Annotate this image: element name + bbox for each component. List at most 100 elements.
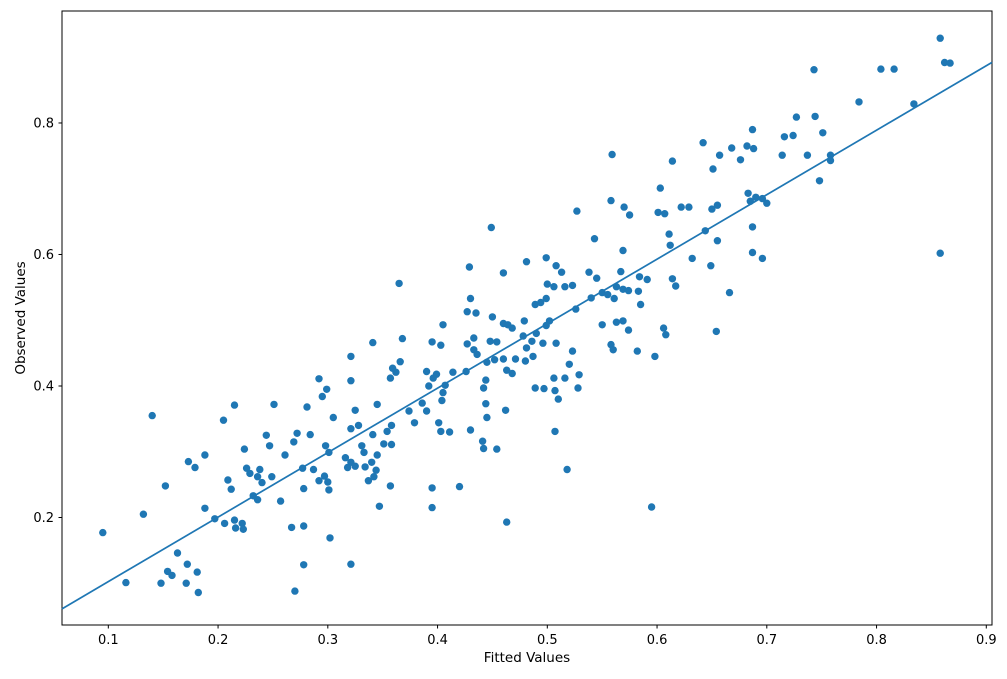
data-point <box>373 451 381 459</box>
data-point <box>323 385 331 393</box>
data-point <box>819 129 827 137</box>
data-point <box>619 317 627 325</box>
data-point <box>329 413 337 422</box>
y-tick-label: 0.8 <box>33 116 54 131</box>
data-point <box>321 442 330 450</box>
data-point <box>557 268 566 276</box>
data-point <box>437 427 445 436</box>
data-point <box>325 448 333 457</box>
data-point <box>749 144 758 153</box>
data-point <box>685 203 693 211</box>
data-point <box>122 578 130 587</box>
data-point <box>211 515 219 523</box>
data-point <box>343 463 352 472</box>
data-point <box>542 321 550 330</box>
data-point <box>610 294 618 303</box>
data-point <box>306 430 314 439</box>
data-point <box>699 139 707 147</box>
data-point <box>654 208 662 217</box>
data-point <box>568 347 577 355</box>
data-point <box>369 430 377 439</box>
data-point <box>300 484 308 493</box>
data-point <box>647 503 656 511</box>
data-point <box>268 473 276 481</box>
data-point <box>521 357 530 365</box>
y-tick-label: 0.6 <box>33 248 54 263</box>
data-point <box>666 241 674 249</box>
axes-spines <box>61 10 993 626</box>
data-point <box>193 568 201 576</box>
data-point <box>625 211 634 219</box>
data-point <box>220 519 229 528</box>
data-point <box>659 324 668 332</box>
data-point <box>351 462 359 470</box>
data-point <box>326 534 334 542</box>
data-point <box>540 384 548 393</box>
data-point <box>347 352 355 361</box>
data-point <box>511 355 520 363</box>
data-point <box>364 477 373 485</box>
data-point <box>651 352 659 361</box>
data-point <box>347 560 355 568</box>
data-point <box>466 294 475 303</box>
data-point <box>246 469 254 478</box>
data-point <box>501 406 510 414</box>
data-point <box>550 283 558 291</box>
data-point <box>231 524 240 532</box>
data-point <box>341 454 350 462</box>
data-point <box>168 571 176 580</box>
data-point <box>662 331 670 339</box>
data-point <box>201 451 209 459</box>
data-point <box>744 189 752 197</box>
data-point <box>748 125 757 134</box>
data-point <box>503 366 511 374</box>
data-point <box>537 298 545 307</box>
data-point <box>890 65 898 73</box>
data-point <box>425 382 433 390</box>
x-tick-label: 0.6 <box>647 633 668 648</box>
data-point <box>619 246 627 255</box>
data-point <box>587 294 595 302</box>
data-point <box>815 177 824 185</box>
data-point <box>713 201 722 209</box>
x-tick-label: 0.1 <box>98 633 119 648</box>
data-point <box>482 400 490 408</box>
data-point <box>439 321 447 329</box>
data-point <box>604 290 612 299</box>
data-point <box>803 151 812 159</box>
data-point <box>736 156 745 164</box>
data-point <box>552 262 560 270</box>
data-point <box>855 98 863 106</box>
data-point <box>445 428 454 436</box>
data-point <box>656 184 664 192</box>
data-point <box>470 334 478 342</box>
data-point <box>194 588 202 597</box>
data-point <box>253 473 262 481</box>
data-point <box>499 269 508 277</box>
data-point <box>712 327 720 336</box>
data-point <box>532 329 540 338</box>
data-point <box>487 223 495 232</box>
data-point <box>503 518 511 526</box>
data-point <box>568 281 577 290</box>
data-point <box>405 407 413 415</box>
data-point <box>725 288 734 297</box>
data-point <box>262 431 270 439</box>
data-point <box>437 341 445 349</box>
data-point <box>157 579 165 587</box>
data-point <box>201 504 209 512</box>
data-point <box>347 425 355 433</box>
data-point <box>386 482 395 490</box>
data-point <box>173 549 182 557</box>
data-point <box>634 287 643 295</box>
x-axis-label: Fitted Values <box>484 650 570 666</box>
data-point <box>575 371 583 379</box>
data-point <box>183 560 191 568</box>
data-point <box>298 464 307 472</box>
data-point <box>253 496 262 504</box>
data-point <box>612 318 621 326</box>
data-point <box>300 522 308 530</box>
data-point <box>347 377 355 385</box>
data-point <box>531 384 539 392</box>
data-point <box>449 368 457 376</box>
